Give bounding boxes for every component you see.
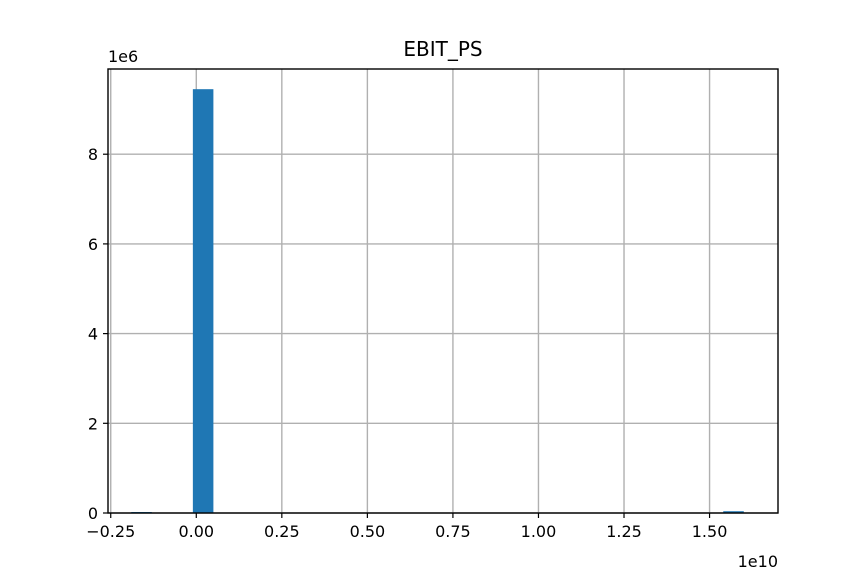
x-tick-label: 0.00 bbox=[178, 522, 214, 541]
y-tick-label: 0 bbox=[88, 504, 98, 523]
bars bbox=[131, 89, 744, 513]
histogram-bar bbox=[192, 89, 214, 513]
x-tick-label: 1.50 bbox=[692, 522, 728, 541]
x-tick-label: 1.00 bbox=[521, 522, 557, 541]
y-tick-label: 4 bbox=[88, 325, 98, 344]
histogram-bar bbox=[723, 511, 744, 513]
x-tick-label: 0.50 bbox=[350, 522, 386, 541]
plot-frame bbox=[107, 68, 779, 514]
x-tick-label: 1.25 bbox=[606, 522, 642, 541]
y-tick-label: 6 bbox=[88, 235, 98, 254]
x-axis-offset-label: 1e10 bbox=[738, 552, 778, 571]
y-axis-offset-label: 1e6 bbox=[108, 47, 138, 66]
y-tick-label: 8 bbox=[88, 145, 98, 164]
chart-title: EBIT_PS bbox=[403, 37, 482, 61]
ticks: −0.25 0.00 0.25 0.50 0.75 1.00 1.25 1.50 0 2 4 6 8 bbox=[86, 145, 727, 541]
x-tick-label: 0.25 bbox=[264, 522, 300, 541]
x-tick-label: 0.75 bbox=[435, 522, 471, 541]
x-tick-label: −0.25 bbox=[86, 522, 135, 541]
y-tick-label: 2 bbox=[88, 414, 98, 433]
